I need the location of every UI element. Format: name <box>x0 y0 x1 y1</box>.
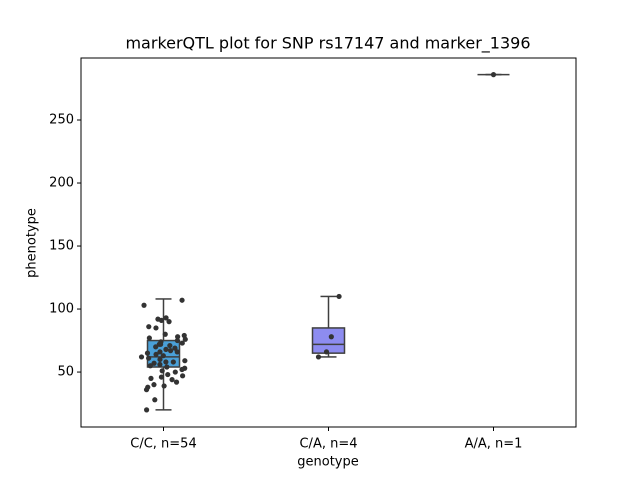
data-point <box>179 297 185 303</box>
data-point <box>315 354 322 360</box>
data-point <box>165 371 171 378</box>
data-point <box>138 354 145 360</box>
data-point <box>182 358 188 364</box>
data-point <box>167 342 173 349</box>
data-point <box>159 368 165 374</box>
y-tick-label: 100 <box>49 302 74 317</box>
box <box>311 327 346 354</box>
plot-frame <box>80 57 577 428</box>
data-point <box>151 382 157 388</box>
data-point <box>152 397 158 403</box>
data-point <box>169 377 175 383</box>
x-tick-label: C/A, n=4 <box>299 437 357 452</box>
data-point <box>153 344 159 350</box>
data-point <box>158 374 165 380</box>
data-point <box>160 353 166 359</box>
data-point <box>156 341 162 347</box>
x-tick-label: C/C, n=54 <box>130 437 196 452</box>
data-point <box>490 72 497 78</box>
data-point <box>175 334 181 340</box>
x-axis-label: genotype <box>297 455 358 470</box>
y-tick-label: 150 <box>49 239 74 254</box>
data-point <box>144 350 151 356</box>
data-point <box>328 334 334 340</box>
data-point <box>336 293 342 300</box>
data-point <box>182 336 188 342</box>
data-point <box>143 407 150 413</box>
data-point <box>173 379 180 385</box>
data-point <box>179 340 185 346</box>
data-point <box>158 317 165 323</box>
y-tick-label: 250 <box>49 113 74 128</box>
data-point <box>163 315 169 321</box>
data-point <box>147 363 153 369</box>
data-point <box>323 349 330 355</box>
data-point <box>172 369 178 375</box>
data-point <box>174 337 181 344</box>
data-point <box>157 356 163 363</box>
data-point <box>167 348 174 354</box>
data-point <box>180 373 186 379</box>
data-point <box>161 383 167 389</box>
data-point <box>146 324 152 330</box>
x-tick-label: A/A, n=1 <box>465 437 523 452</box>
data-point <box>172 345 178 351</box>
data-point <box>153 325 159 331</box>
data-point <box>162 331 168 337</box>
data-point <box>146 355 152 361</box>
data-point <box>148 375 154 381</box>
data-point <box>179 366 185 373</box>
y-tick-label: 200 <box>49 176 74 191</box>
data-point <box>174 349 180 355</box>
data-point <box>151 360 157 366</box>
data-point <box>143 387 150 393</box>
data-point <box>170 359 176 365</box>
y-tick-label: 50 <box>57 365 74 380</box>
data-point <box>146 335 152 341</box>
data-point <box>163 346 169 352</box>
data-point <box>157 361 163 368</box>
data-point <box>166 319 172 325</box>
data-point <box>164 364 170 370</box>
data-point <box>141 302 147 308</box>
y-axis-label: phenotype <box>25 208 40 278</box>
data-point <box>163 359 169 365</box>
chart-title: markerQTL plot for SNP rs17147 and marke… <box>125 34 530 54</box>
data-point <box>157 349 163 355</box>
data-point <box>153 351 159 358</box>
